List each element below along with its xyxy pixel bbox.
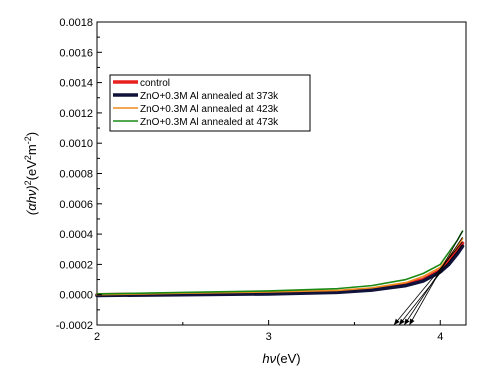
series-line-4 (96, 230, 464, 295)
legend-box (109, 74, 311, 132)
plot-area-frame (96, 21, 467, 326)
tangent-line-1 (393, 241, 463, 326)
y-tick-label: 0.0014 (59, 78, 93, 90)
y-tick-label: 0.0008 (59, 169, 93, 181)
tangent-arrowhead-1 (393, 318, 400, 325)
legend-label-3: ZnO+0.3M Al annealed at 423k (140, 104, 279, 115)
y-tick-label: 0.0018 (59, 17, 93, 29)
tangent-arrowhead-2 (399, 318, 405, 325)
y-tick-label: 0.0016 (59, 47, 93, 59)
tangent-arrowhead-4 (409, 318, 415, 325)
x-tick-label: 2 (94, 331, 100, 343)
y-tick-label: -0.0002 (56, 320, 93, 332)
y-tick-label: 0.0006 (59, 199, 93, 211)
y-tick-label: 0.0004 (59, 229, 93, 241)
legend-label-1: control (140, 78, 170, 89)
series-line-2 (95, 244, 465, 298)
tangent-arrowhead-3 (404, 318, 410, 325)
x-tick-label: 3 (266, 331, 272, 343)
y-tick-label: 0.0000 (59, 290, 93, 302)
tangent-line-4 (409, 230, 463, 326)
x-tick-label: 4 (437, 331, 443, 343)
legend-label-4: ZnO+0.3M Al annealed at 473k (140, 117, 279, 128)
y-tick-label: 0.0002 (59, 259, 93, 271)
tangent-line-3 (403, 236, 463, 326)
legend-label-2: ZnO+0.3M Al annealed at 373k (140, 91, 279, 102)
y-axis-title: (αhν)2(eV2m-2) (23, 132, 39, 215)
y-tick-label: 0.0012 (59, 108, 93, 120)
x-axis-title: hν(eV) (262, 351, 300, 366)
y-tick-label: 0.0010 (59, 138, 93, 150)
